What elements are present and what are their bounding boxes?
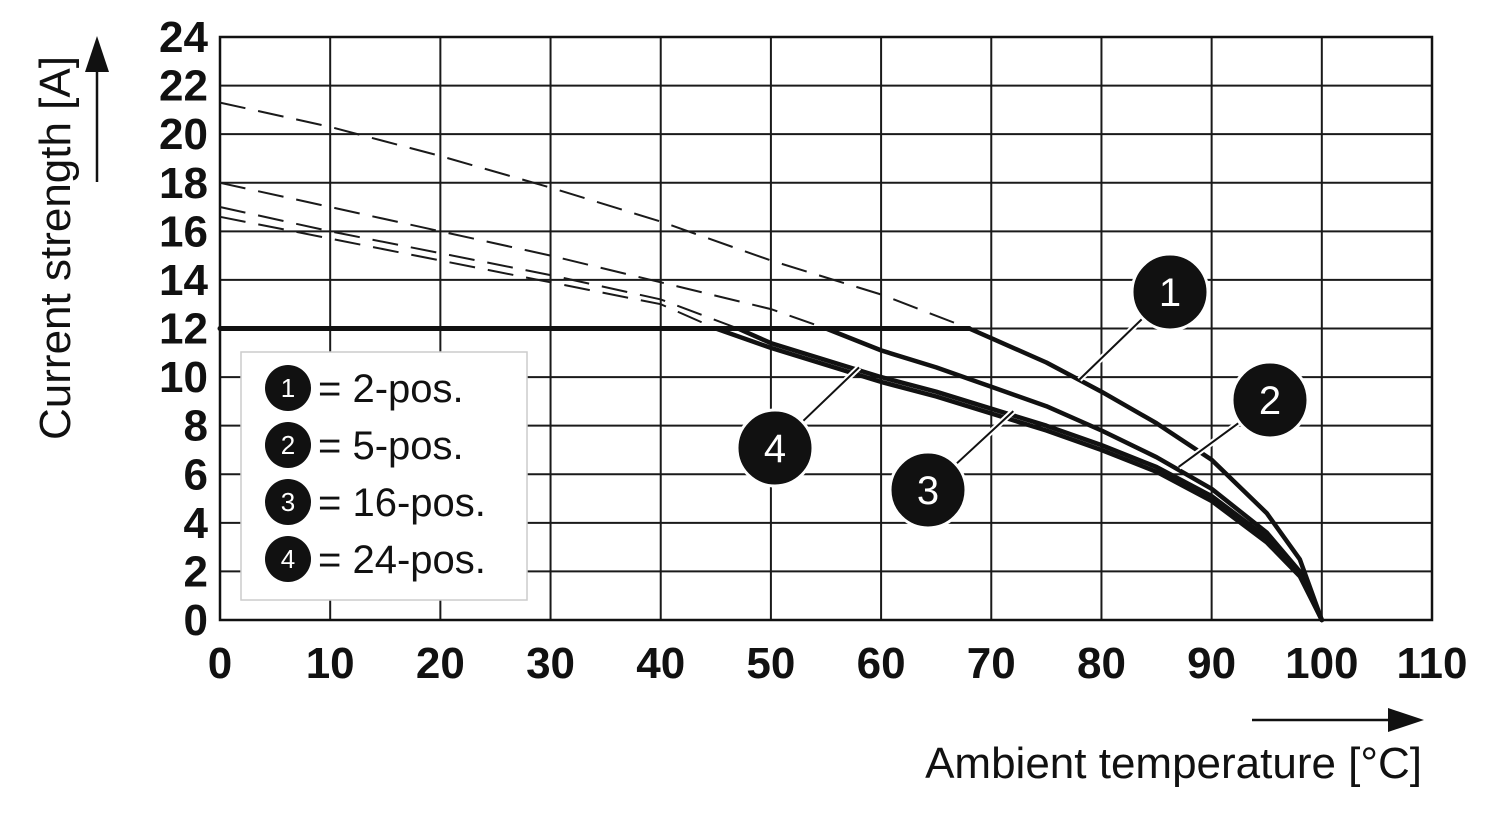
x-tick-label: 0 xyxy=(208,639,232,688)
y-tick-label: 12 xyxy=(159,305,208,354)
x-axis-ticks: 0 10 20 30 40 50 60 70 80 90 100 110 xyxy=(208,639,1468,688)
y-tick-label: 2 xyxy=(184,547,208,596)
y-tick-label: 0 xyxy=(184,596,208,645)
callout-number: 4 xyxy=(764,427,786,471)
legend-item: 4 = 24-pos. xyxy=(265,536,486,582)
callout-badge xyxy=(735,408,815,488)
legend-marker-number: 4 xyxy=(281,544,295,574)
callout-3: 3 xyxy=(888,408,1016,530)
callout-badge xyxy=(1230,360,1310,440)
x-tick-label: 40 xyxy=(636,639,685,688)
legend-item: 2 = 5-pos. xyxy=(265,422,464,468)
callout-leader xyxy=(800,366,860,424)
legend-marker-number: 3 xyxy=(281,487,295,517)
y-tick-label: 20 xyxy=(159,110,208,159)
x-tick-label: 20 xyxy=(416,639,465,688)
legend-marker-number: 1 xyxy=(281,373,295,403)
legend-marker xyxy=(265,365,311,411)
legend-marker-number: 2 xyxy=(281,430,295,460)
legend: 1 = 2-pos. 2 = 5-pos. 3 = 16-pos. 4 = 24-pos. xyxy=(240,351,528,601)
y-tick-label: 8 xyxy=(184,402,208,451)
callout-number: 1 xyxy=(1159,271,1181,315)
x-tick-label: 100 xyxy=(1285,639,1358,688)
legend-marker xyxy=(265,422,311,468)
legend-label: = 5-pos. xyxy=(318,424,464,468)
y-tick-label: 16 xyxy=(159,207,208,256)
x-tick-label: 10 xyxy=(306,639,355,688)
y-tick-label: 10 xyxy=(159,353,208,402)
x-tick-label: 60 xyxy=(857,639,906,688)
x-axis-title: Ambient temperature [°C] xyxy=(925,739,1422,788)
x-tick-label: 110 xyxy=(1397,639,1468,688)
y-tick-label: 24 xyxy=(159,13,208,62)
extrapolation-line-4 xyxy=(219,215,717,330)
extrapolation-line-2 xyxy=(219,181,827,330)
legend-marker xyxy=(265,479,311,525)
callout-leader xyxy=(1078,316,1145,381)
curve-callouts: 1 2 3 4 xyxy=(735,252,1310,530)
curve-2 xyxy=(823,326,1325,623)
callout-1: 1 xyxy=(1077,252,1210,382)
y-tick-label: 18 xyxy=(159,159,208,208)
extrapolation-line-3 xyxy=(219,206,739,330)
x-axis-arrowhead xyxy=(1388,708,1424,732)
curve-1 xyxy=(966,326,1325,623)
y-axis-arrowhead xyxy=(85,36,109,72)
x-tick-label: 90 xyxy=(1187,639,1236,688)
y-tick-label: 14 xyxy=(159,256,208,305)
x-tick-label: 50 xyxy=(746,639,795,688)
callout-2: 2 xyxy=(1176,360,1310,470)
legend-marker xyxy=(265,536,311,582)
legend-label: = 24-pos. xyxy=(318,538,486,582)
y-axis-title: Current strength [A] xyxy=(31,56,80,440)
legend-item: 3 = 16-pos. xyxy=(265,479,486,525)
x-tick-label: 80 xyxy=(1077,639,1126,688)
y-tick-label: 22 xyxy=(159,62,208,111)
y-axis-title-group: Current strength [A] xyxy=(31,36,109,440)
callout-leader xyxy=(953,410,1014,467)
curve-3 xyxy=(735,326,1325,623)
x-tick-label: 30 xyxy=(526,639,575,688)
callout-badge xyxy=(1130,252,1210,332)
callout-number: 3 xyxy=(917,469,939,513)
legend-item: 1 = 2-pos. xyxy=(265,365,464,411)
y-tick-label: 4 xyxy=(184,499,209,548)
x-tick-label: 70 xyxy=(967,639,1016,688)
curve-4 xyxy=(713,326,1325,623)
grid xyxy=(218,35,1434,622)
legend-label: = 16-pos. xyxy=(318,481,486,525)
y-tick-label: 6 xyxy=(184,450,208,499)
callout-4: 4 xyxy=(735,365,862,488)
callout-badge xyxy=(888,450,968,530)
x-axis-title-group: Ambient temperature [°C] xyxy=(925,708,1424,788)
callout-number: 2 xyxy=(1259,379,1281,423)
extrapolation-lines xyxy=(219,101,970,330)
callout-leader xyxy=(1177,420,1242,468)
derating-curves xyxy=(217,326,1325,623)
legend-label: = 2-pos. xyxy=(318,367,464,411)
extrapolation-line-1 xyxy=(219,101,970,330)
